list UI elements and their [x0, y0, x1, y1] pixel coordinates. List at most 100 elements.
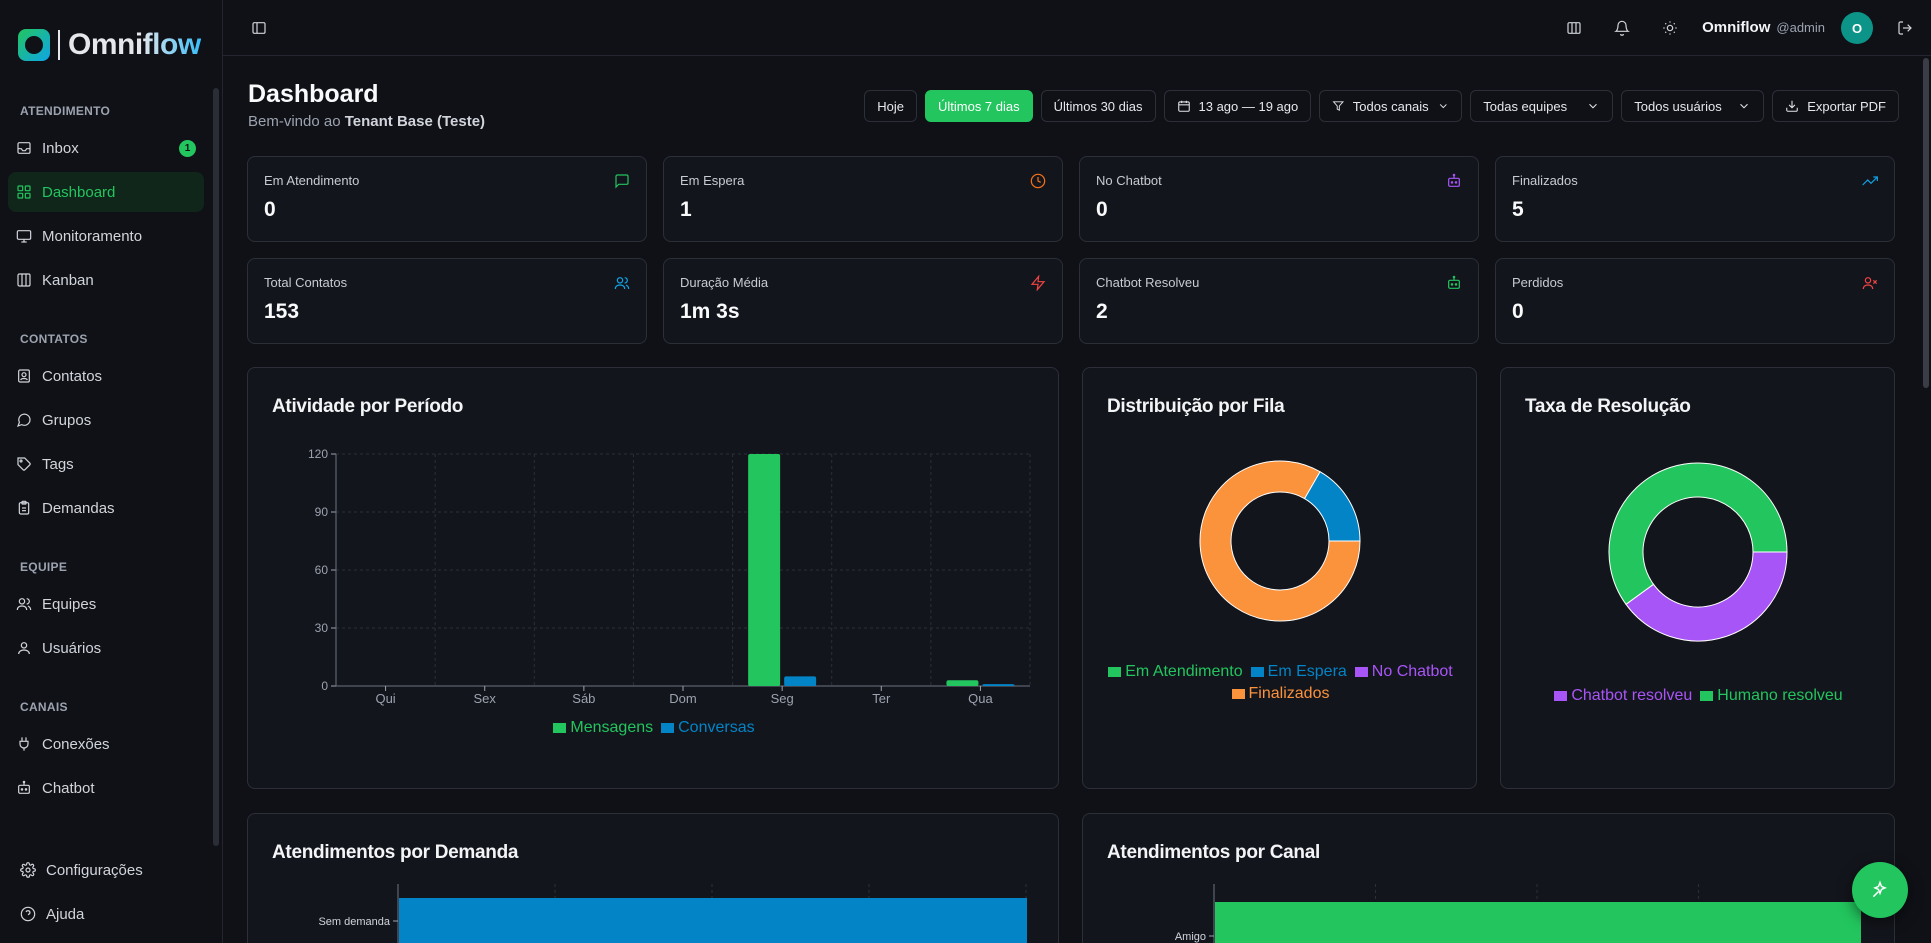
chat-bubble-icon: [16, 413, 31, 428]
slice-chatbot-resolveu[interactable]: [1625, 551, 1788, 642]
bar-conversas[interactable]: [982, 684, 1015, 686]
filter-last7-button[interactable]: Últimos 7 dias: [924, 90, 1033, 122]
sidebar-item-kanban[interactable]: Kanban: [8, 260, 204, 300]
stat-label: Em Espera: [680, 173, 745, 188]
legend-item-chatbot-resolveu[interactable]: Chatbot resolveu: [1554, 687, 1692, 705]
sidebar-item-tags[interactable]: Tags: [8, 444, 204, 484]
y-tick-label: 90: [315, 505, 329, 519]
bar-amigo[interactable]: [1215, 902, 1861, 943]
y-tick-label: 30: [315, 621, 329, 635]
gear-icon: [20, 862, 36, 878]
export-pdf-button[interactable]: Exportar PDF: [1772, 90, 1899, 122]
user-handle: @admin: [1776, 20, 1825, 35]
channels-select[interactable]: Todos canais: [1319, 90, 1463, 122]
sidebar-item-label: Grupos: [42, 411, 92, 429]
x-tick-label: Seg: [771, 691, 794, 706]
user-info[interactable]: Omniflow @admin: [1702, 19, 1825, 37]
bar-conversas[interactable]: [784, 676, 817, 686]
chevron-down-icon: [1439, 104, 1447, 109]
sidebar-item-label: Contatos: [42, 367, 103, 385]
sidebar-item-inbox[interactable]: Inbox 1: [8, 128, 204, 168]
stat-label: Duração Média: [680, 275, 769, 290]
filter-today-button[interactable]: Hoje: [864, 90, 917, 122]
sidebar-item-conexoes[interactable]: Conexões: [8, 724, 204, 764]
y-tick-label: Amigo: [1175, 931, 1206, 943]
legend-item-humano-resolveu[interactable]: Humano resolveu: [1700, 687, 1843, 705]
sidebar-item-ajuda[interactable]: Ajuda: [12, 894, 208, 934]
stat-card-finalizados: Finalizados 5: [1495, 156, 1895, 242]
theme-toggle-button[interactable]: [1654, 12, 1686, 44]
main-content: Omniflow @admin O Dashboard Bem-vindo ao …: [223, 0, 1931, 943]
users-select[interactable]: Todos usuários: [1621, 90, 1765, 122]
notifications-button[interactable]: [1606, 12, 1638, 44]
sidebar-item-chatbot[interactable]: Chatbot: [8, 768, 204, 808]
bar-mensagens[interactable]: [946, 680, 979, 686]
teams-select[interactable]: Todas equipes: [1470, 90, 1614, 122]
app-logo[interactable]: Omniflow: [18, 28, 201, 62]
plug-icon: [19, 737, 29, 751]
legend-item-em-atendimento[interactable]: Em Atendimento: [1108, 663, 1243, 681]
logo-icon: [18, 29, 50, 61]
sidebar-toggle-icon: [252, 21, 266, 34]
stat-value: 153: [264, 300, 300, 323]
legend-item-mensagens[interactable]: Mensagens: [553, 719, 653, 737]
stat-label: Total Contatos: [264, 275, 348, 290]
bar-sem-demanda[interactable]: [399, 898, 1027, 943]
message-icon: [615, 174, 629, 189]
stat-value: 1: [680, 198, 692, 221]
sidebar-item-label: Monitoramento: [42, 227, 143, 245]
x-tick-label: Ter: [872, 691, 891, 706]
stat-label: Em Atendimento: [264, 173, 360, 188]
bot-icon: [1448, 275, 1460, 289]
y-tick-label: 120: [308, 447, 328, 461]
sidebar-section-atendimento: ATENDIMENTO: [20, 104, 111, 118]
sidebar-item-configuracoes[interactable]: Configurações: [12, 850, 208, 890]
sidebar-item-label: Conexões: [42, 735, 110, 753]
sidebar-item-grupos[interactable]: Grupos: [8, 400, 204, 440]
x-tick-label: Qui: [375, 691, 395, 706]
sidebar-item-dashboard[interactable]: Dashboard: [8, 172, 204, 212]
filter-bar: Hoje Últimos 7 dias Últimos 30 dias 13 a…: [864, 90, 1899, 122]
bar-mensagens[interactable]: [748, 454, 781, 686]
sidebar: Omniflow ATENDIMENTO Inbox 1 Dashboard Monit…: [0, 0, 223, 943]
toggle-sidebar-button[interactable]: [243, 12, 275, 44]
legend-item-no-chatbot[interactable]: No Chatbot: [1354, 663, 1453, 681]
sidebar-item-label: Tags: [42, 455, 74, 473]
slice-finalizados[interactable]: [1199, 460, 1361, 622]
calendar-icon: [1177, 100, 1190, 112]
sidebar-item-equipes[interactable]: Equipes: [8, 584, 204, 624]
tag-icon: [17, 457, 31, 471]
filter-last30-button[interactable]: Últimos 30 dias: [1040, 90, 1156, 122]
bell-icon: [1614, 20, 1631, 36]
activity-chart: 0 30 60 90 120 Qui Sex Sáb Dom Seg Ter Qua: [308, 447, 1031, 706]
legend-item-finalizados[interactable]: Finalizados: [1231, 685, 1329, 703]
sidebar-scrollbar[interactable]: [213, 88, 219, 846]
logout-button[interactable]: [1889, 12, 1921, 44]
legend-item-em-espera[interactable]: Em Espera: [1250, 663, 1347, 681]
stat-card-total-contatos: Total Contatos 153: [247, 258, 647, 344]
layout-button[interactable]: [1558, 12, 1590, 44]
sidebar-item-label: Usuários: [42, 639, 102, 657]
x-tick-label: Sex: [474, 691, 497, 706]
slice-humano-resolveu[interactable]: [1608, 462, 1788, 606]
kanban-icon: [17, 273, 31, 287]
clipboard-icon: [18, 500, 30, 515]
stat-card-em-atendimento: Em Atendimento 0: [247, 156, 647, 242]
y-tick-label: Sem demanda: [318, 916, 390, 928]
main-scrollbar[interactable]: [1921, 56, 1931, 943]
sidebar-item-label: Configurações: [46, 861, 143, 879]
x-tick-label: Sáb: [572, 691, 595, 706]
stat-value: 0: [264, 198, 276, 221]
date-range-picker[interactable]: 13 ago — 19 ago: [1163, 90, 1312, 122]
avatar[interactable]: O: [1841, 12, 1873, 44]
sidebar-item-monitoramento[interactable]: Monitoramento: [8, 216, 204, 256]
sidebar-item-contatos[interactable]: Contatos: [8, 356, 204, 396]
assistant-fab-button[interactable]: [1852, 862, 1908, 918]
legend-item-conversas[interactable]: Conversas: [661, 719, 755, 737]
clock-icon: [1030, 173, 1046, 189]
sidebar-item-demandas[interactable]: Demandas: [8, 488, 204, 528]
user-icon: [18, 642, 30, 655]
filter-icon: [1332, 101, 1345, 111]
activity-legend: Mensagens Conversas: [248, 719, 1058, 737]
sidebar-item-usuarios[interactable]: Usuários: [8, 628, 204, 668]
